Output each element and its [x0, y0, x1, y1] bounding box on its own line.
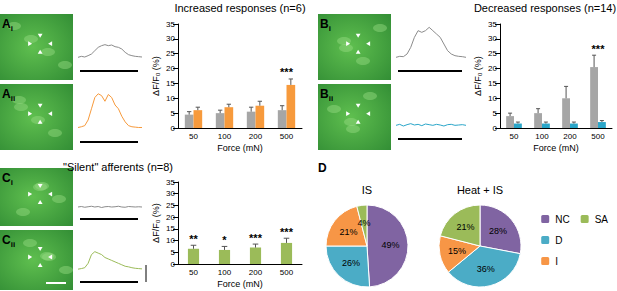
svg-text:10: 10 [488, 94, 497, 103]
svg-text:C: C [2, 233, 11, 247]
svg-text:C: C [2, 171, 11, 185]
svg-text:100: 100 [218, 132, 232, 141]
svg-text:***: *** [280, 66, 294, 78]
svg-text:28%: 28% [489, 226, 507, 236]
svg-text:i: i [11, 178, 13, 187]
svg-text:0: 0 [493, 124, 498, 133]
svg-text:***: *** [249, 232, 263, 244]
svg-text:Force (mN): Force (mN) [533, 143, 579, 153]
svg-text:D: D [318, 161, 327, 175]
svg-text:"Silent" afferents (n=8): "Silent" afferents (n=8) [63, 161, 173, 173]
svg-text:5: 5 [493, 109, 498, 118]
svg-text:0: 0 [171, 124, 176, 133]
svg-text:21%: 21% [339, 227, 357, 237]
svg-text:*: * [222, 234, 227, 246]
svg-text:B: B [320, 87, 329, 101]
svg-text:Decreased responses (n=14): Decreased responses (n=14) [474, 2, 616, 14]
svg-text:200: 200 [249, 268, 263, 277]
svg-text:ΔF/F₀ (%): ΔF/F₀ (%) [151, 203, 161, 243]
svg-text:5: 5 [171, 109, 176, 118]
svg-text:50: 50 [189, 268, 198, 277]
svg-text:10: 10 [166, 94, 175, 103]
svg-text:25: 25 [488, 49, 497, 58]
svg-text:25: 25 [166, 201, 175, 210]
svg-text:IS: IS [362, 184, 372, 196]
svg-text:20: 20 [166, 64, 175, 73]
svg-text:10: 10 [166, 236, 175, 245]
svg-text:***: *** [592, 43, 606, 55]
svg-text:30: 30 [488, 34, 497, 43]
svg-text:Force (mN): Force (mN) [217, 143, 263, 153]
svg-text:ΔF/F₀ (%): ΔF/F₀ (%) [151, 56, 161, 96]
svg-text:D: D [555, 235, 562, 246]
svg-text:5: 5 [171, 248, 176, 257]
svg-text:35: 35 [488, 20, 497, 29]
svg-text:Force (mN): Force (mN) [217, 279, 263, 289]
svg-text:i: i [11, 24, 13, 33]
svg-text:Heat + IS: Heat + IS [457, 184, 503, 196]
svg-text:35: 35 [166, 178, 175, 187]
svg-text:100: 100 [218, 268, 232, 277]
svg-text:I: I [555, 256, 558, 267]
svg-text:500: 500 [280, 268, 294, 277]
svg-text:i: i [329, 24, 331, 33]
svg-text:A: A [2, 17, 11, 31]
svg-text:4%: 4% [358, 218, 371, 228]
svg-text:50: 50 [189, 132, 198, 141]
svg-text:Increased responses (n=6): Increased responses (n=6) [174, 2, 305, 14]
svg-text:49%: 49% [381, 240, 399, 250]
svg-text:B: B [320, 17, 329, 31]
svg-text:15: 15 [166, 79, 175, 88]
svg-text:35: 35 [166, 20, 175, 29]
svg-text:500: 500 [280, 132, 294, 141]
svg-text:ii: ii [11, 94, 15, 103]
svg-text:**: ** [189, 233, 198, 245]
svg-text:36%: 36% [477, 264, 495, 274]
svg-text:ii: ii [329, 94, 333, 103]
svg-text:15: 15 [166, 224, 175, 233]
svg-text:20: 20 [488, 64, 497, 73]
svg-text:ΔF/F₀ (%): ΔF/F₀ (%) [473, 56, 483, 96]
svg-text:500: 500 [591, 132, 605, 141]
svg-text:ii: ii [11, 240, 15, 249]
svg-text:25: 25 [166, 49, 175, 58]
svg-text:NC: NC [555, 214, 569, 225]
svg-text:0: 0 [171, 260, 176, 269]
svg-text:200: 200 [563, 132, 577, 141]
svg-text:A: A [2, 87, 11, 101]
svg-text:50: 50 [510, 132, 519, 141]
svg-text:26%: 26% [342, 258, 360, 268]
svg-text:***: *** [280, 226, 294, 238]
svg-text:21%: 21% [457, 222, 475, 232]
svg-text:100: 100 [535, 132, 549, 141]
svg-text:15: 15 [488, 79, 497, 88]
svg-text:SA: SA [595, 214, 609, 225]
svg-text:15%: 15% [448, 246, 466, 256]
svg-text:30: 30 [166, 189, 175, 198]
svg-text:20: 20 [166, 213, 175, 222]
svg-text:30: 30 [166, 34, 175, 43]
svg-text:200: 200 [249, 132, 263, 141]
